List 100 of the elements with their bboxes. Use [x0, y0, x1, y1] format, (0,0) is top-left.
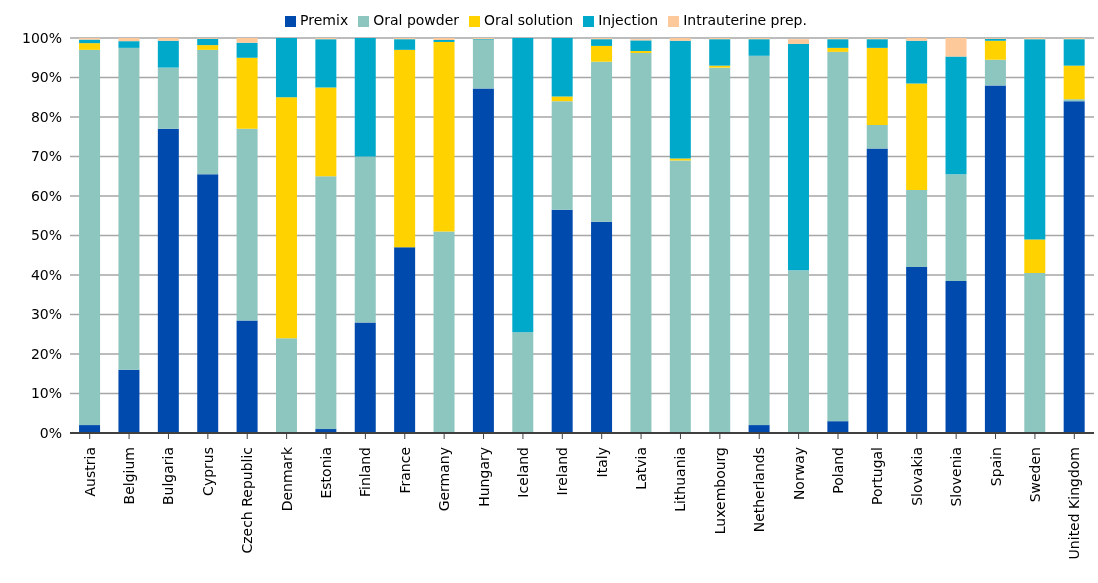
y-tick-label: 10%	[30, 385, 62, 402]
bar	[354, 322, 376, 433]
bar	[79, 49, 101, 426]
bar	[866, 148, 888, 433]
y-tick-label: 50%	[30, 227, 62, 244]
bar	[275, 38, 297, 98]
x-tick-label: Luxembourg	[711, 447, 728, 535]
bar	[630, 53, 652, 433]
x-tick-label: Latvia	[633, 447, 650, 490]
bar	[551, 96, 573, 102]
bar	[315, 87, 337, 177]
bar	[1024, 39, 1046, 240]
bar	[197, 38, 219, 46]
bar	[866, 39, 888, 48]
bar	[394, 49, 416, 248]
bar	[709, 67, 731, 433]
x-tick-label: Ireland	[554, 447, 571, 496]
bar	[1063, 39, 1085, 66]
bar	[354, 156, 376, 323]
bar	[827, 51, 849, 422]
legend-label: Intrauterine prep.	[683, 12, 807, 28]
bar	[433, 231, 455, 433]
y-tick-label: 90%	[30, 69, 62, 86]
bar	[197, 49, 219, 175]
bar	[906, 38, 928, 41]
bar	[984, 85, 1006, 433]
bar	[630, 40, 652, 52]
bar	[945, 38, 967, 57]
bar	[1063, 65, 1085, 100]
bar	[472, 39, 494, 89]
y-tick-label: 70%	[30, 148, 62, 165]
bar	[433, 41, 455, 232]
bar	[512, 332, 534, 433]
bar	[709, 39, 731, 66]
x-tick-label: United Kingdom	[1066, 447, 1083, 560]
bar	[275, 97, 297, 339]
bar	[236, 57, 258, 129]
x-tick-label: Hungary	[475, 447, 492, 507]
bar	[945, 280, 967, 433]
bar	[866, 47, 888, 125]
x-tick-label: Slovenia	[948, 447, 965, 507]
y-tick-label: 60%	[30, 187, 62, 204]
x-tick-label: Denmark	[278, 446, 295, 512]
bar	[748, 39, 770, 56]
x-tick-label: Estonia	[318, 447, 334, 499]
x-tick-label: Italy	[593, 447, 610, 478]
bar	[157, 38, 179, 41]
bar	[79, 43, 101, 50]
bar	[945, 56, 967, 175]
x-tick-label: Bulgaria	[160, 447, 177, 506]
bar	[748, 55, 770, 426]
y-tick-label: 0%	[39, 424, 62, 441]
bar	[275, 338, 297, 433]
bar	[236, 128, 258, 321]
x-tick-label: Portugal	[869, 447, 886, 505]
bar	[472, 88, 494, 433]
bar	[669, 160, 691, 433]
bar	[866, 124, 888, 149]
legend-label: Premix	[300, 12, 349, 28]
x-tick-label: Spain	[987, 447, 1004, 487]
x-tick-label: Finland	[357, 447, 374, 498]
legend-label: Oral powder	[373, 12, 460, 28]
bar	[984, 40, 1006, 60]
bar	[197, 174, 219, 433]
bar	[787, 39, 809, 44]
bar	[591, 61, 613, 222]
bar	[354, 38, 376, 157]
legend-label: Oral solution	[484, 12, 574, 28]
y-tick-label: 20%	[30, 345, 62, 362]
bar	[512, 38, 534, 333]
x-tick-label: Austria	[81, 447, 98, 497]
x-tick-label: Czech Republic	[239, 447, 256, 554]
x-tick-label: Norway	[790, 447, 807, 501]
x-tick-label: Slovakia	[908, 447, 925, 506]
bar	[236, 42, 258, 58]
bar	[118, 47, 140, 370]
bar	[787, 43, 809, 271]
bar	[591, 221, 613, 433]
x-tick-label: Lithuania	[672, 447, 689, 512]
bar	[906, 190, 928, 268]
bar	[197, 45, 219, 50]
x-tick-label: Netherlands	[751, 447, 768, 533]
bar	[157, 40, 179, 68]
bar	[591, 39, 613, 46]
bar	[1063, 101, 1085, 433]
bar	[236, 320, 258, 433]
bar	[315, 39, 337, 88]
x-tick-label: Sweden	[1026, 447, 1043, 503]
bar	[787, 270, 809, 433]
bar	[394, 247, 416, 433]
bar	[157, 67, 179, 129]
bar	[118, 38, 140, 42]
bar	[118, 369, 140, 433]
bar	[118, 41, 140, 48]
bar	[906, 83, 928, 191]
bar	[906, 40, 928, 84]
bar	[1024, 273, 1046, 433]
bar	[945, 174, 967, 281]
bar	[394, 39, 416, 50]
x-tick-label: Cyprus	[199, 447, 216, 496]
